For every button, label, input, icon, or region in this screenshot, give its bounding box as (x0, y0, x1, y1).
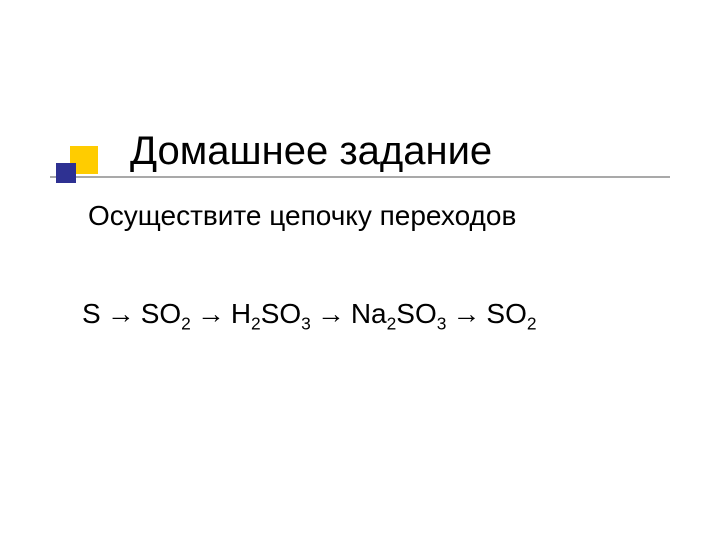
chain-term: H2SO3 (231, 298, 311, 330)
bullet-square-blue-icon (56, 163, 76, 183)
slide: Домашнее задание Осуществите цепочку пер… (0, 0, 720, 540)
element-symbol: S (82, 298, 101, 329)
arrow-icon: → (311, 298, 351, 330)
subscript: 3 (437, 314, 447, 334)
arrow-icon: → (191, 298, 231, 330)
subscript: 2 (181, 314, 191, 334)
chain-term: Na2SO3 (351, 298, 447, 330)
reaction-chain: S→SO2→H2SO3→Na2SO3→SO2 (82, 298, 537, 330)
arrow-icon: → (446, 298, 486, 330)
element-symbol: SO (261, 298, 301, 329)
element-symbol: Na (351, 298, 387, 329)
chain-term: SO2 (141, 298, 191, 330)
subscript: 2 (527, 314, 537, 334)
subtitle-text: Осуществите цепочку переходов (88, 198, 648, 233)
element-symbol: SO (486, 298, 526, 329)
body-block: Осуществите цепочку переходов (88, 198, 648, 233)
element-symbol: H (231, 298, 251, 329)
title-underline (50, 176, 670, 178)
chain-term: SO2 (486, 298, 536, 330)
slide-title: Домашнее задание (130, 128, 670, 174)
arrow-icon: → (101, 298, 141, 330)
element-symbol: SO (141, 298, 181, 329)
subscript: 2 (387, 314, 397, 334)
title-block: Домашнее задание (50, 128, 670, 174)
chain-term: S (82, 298, 101, 330)
subscript: 2 (251, 314, 261, 334)
element-symbol: SO (396, 298, 436, 329)
subscript: 3 (301, 314, 311, 334)
